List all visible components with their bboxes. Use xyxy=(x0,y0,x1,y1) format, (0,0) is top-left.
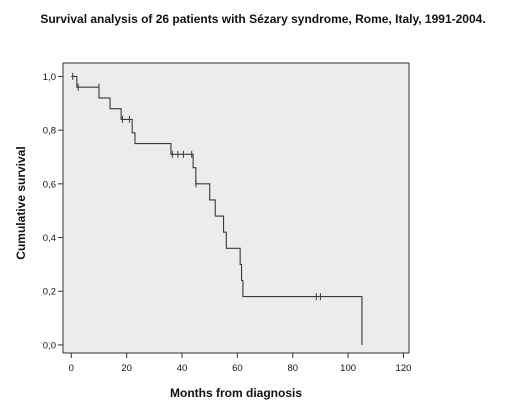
censor-marks xyxy=(72,72,321,301)
y-tick-label: 0,2 xyxy=(43,287,56,298)
x-axis: 0 20 40 60 80 100 120 xyxy=(69,353,412,374)
x-tick-label: 60 xyxy=(232,363,243,374)
x-tick-label: 20 xyxy=(121,363,132,374)
y-tick-label: 1,0 xyxy=(43,72,56,83)
plot-area xyxy=(62,62,410,354)
y-axis: 0,0 0,2 0,4 0,6 0,8 1,0 xyxy=(43,72,63,351)
x-axis-label: Months from diagnosis xyxy=(170,386,302,400)
x-tick-label: 40 xyxy=(177,363,188,374)
y-tick-label: 0,0 xyxy=(43,340,56,351)
x-tick-label: 80 xyxy=(287,363,298,374)
y-tick-label: 0,6 xyxy=(43,179,56,190)
y-tick-label: 0,4 xyxy=(43,233,56,244)
survival-step-line xyxy=(71,75,363,345)
chart-title: Survival analysis of 26 patients with Sé… xyxy=(40,12,485,26)
y-tick-label: 0,8 xyxy=(43,126,56,137)
x-tick-label: 120 xyxy=(396,363,412,374)
y-axis-label: Cumulative survival xyxy=(14,146,28,259)
x-tick-label: 100 xyxy=(340,363,356,374)
x-tick-label: 0 xyxy=(69,363,74,374)
